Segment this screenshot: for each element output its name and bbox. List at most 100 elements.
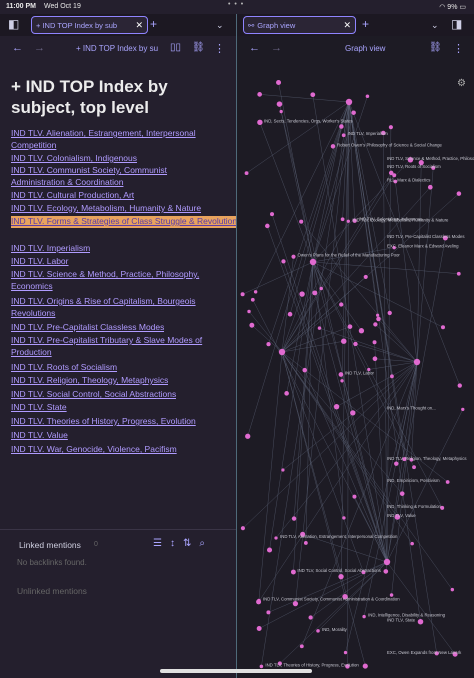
new-tab-left-icon[interactable]: + bbox=[150, 17, 158, 31]
graph-node[interactable] bbox=[257, 92, 262, 97]
graph-node[interactable] bbox=[389, 593, 394, 597]
more-options-icon[interactable]: ⋮ bbox=[453, 43, 464, 55]
graph-node[interactable] bbox=[330, 144, 336, 149]
graph-hub-node[interactable] bbox=[309, 258, 317, 266]
graph-node[interactable] bbox=[352, 494, 357, 499]
graph-node[interactable] bbox=[351, 110, 356, 115]
graph-node[interactable] bbox=[373, 322, 378, 327]
link-icon[interactable]: ⛓ bbox=[429, 42, 442, 53]
graph-node[interactable] bbox=[418, 160, 424, 166]
home-indicator[interactable] bbox=[160, 669, 312, 673]
graph-node[interactable] bbox=[250, 297, 255, 302]
graph-node[interactable] bbox=[410, 541, 414, 546]
unlinked-mentions-label[interactable]: Unlinked mentions bbox=[17, 586, 87, 596]
link-class-struggle[interactable]: IND TLV. Forms & Strategies of Class Str… bbox=[11, 216, 236, 228]
graph-node[interactable] bbox=[367, 367, 371, 372]
graph-node[interactable] bbox=[445, 480, 450, 484]
link-imperialism[interactable]: IND TLV. Imperialism bbox=[11, 243, 91, 253]
graph-node[interactable] bbox=[274, 536, 278, 540]
graph-node[interactable] bbox=[402, 457, 407, 462]
graph-node[interactable] bbox=[266, 610, 271, 615]
graph-node[interactable] bbox=[253, 290, 258, 294]
graph-node[interactable] bbox=[333, 404, 340, 410]
graph-node[interactable] bbox=[345, 664, 350, 669]
graph-node[interactable] bbox=[276, 80, 282, 86]
graph-node[interactable] bbox=[338, 372, 344, 377]
close-tab-icon[interactable]: ✕ bbox=[343, 19, 351, 30]
graph-node[interactable] bbox=[292, 601, 299, 607]
graph-node[interactable] bbox=[358, 328, 365, 334]
graph-settings-gear-icon[interactable]: ⚙ bbox=[457, 78, 466, 89]
graph-node[interactable] bbox=[299, 291, 305, 297]
link-labor[interactable]: IND TLV. Labor bbox=[11, 256, 69, 266]
graph-node[interactable] bbox=[291, 254, 296, 259]
graph-node[interactable] bbox=[352, 218, 357, 223]
graph-node[interactable] bbox=[383, 569, 389, 574]
back-arrow-icon[interactable]: ← bbox=[12, 42, 23, 54]
graph-node[interactable] bbox=[287, 311, 293, 317]
tab-graph[interactable]: ⚯ Graph view ✕ bbox=[243, 16, 356, 34]
link-theories-history[interactable]: IND TLV. Theories of History, Progress, … bbox=[11, 416, 196, 426]
link-war[interactable]: IND TLV. War, Genocide, Violence, Pacifi… bbox=[11, 444, 177, 454]
link-religion[interactable]: IND TLV. Religion, Theology, Metaphysics bbox=[11, 375, 169, 385]
expand-icon[interactable]: ↕ bbox=[169, 538, 183, 549]
graph-node[interactable] bbox=[265, 223, 270, 229]
link-colonialism[interactable]: IND TLV. Colonialism, Indigenous bbox=[11, 153, 137, 163]
more-options-icon[interactable]: ⋮ bbox=[214, 43, 225, 55]
graph-node[interactable] bbox=[341, 133, 346, 138]
linked-mentions-label[interactable]: Linked mentions bbox=[19, 540, 81, 550]
graph-node[interactable] bbox=[388, 170, 394, 176]
graph-node[interactable] bbox=[452, 651, 458, 657]
graph-node[interactable] bbox=[279, 109, 283, 114]
graph-node[interactable] bbox=[342, 516, 346, 520]
graph-node[interactable] bbox=[409, 457, 414, 462]
graph-node[interactable] bbox=[361, 570, 366, 575]
graph-node[interactable] bbox=[394, 514, 401, 520]
graph-hub-node[interactable] bbox=[383, 558, 391, 566]
graph-node[interactable] bbox=[456, 191, 462, 196]
pane-divider[interactable] bbox=[236, 14, 237, 678]
graph-node[interactable] bbox=[392, 173, 397, 178]
list-icon[interactable]: ☰ bbox=[153, 538, 170, 549]
graph-node[interactable] bbox=[299, 644, 304, 649]
graph-node[interactable] bbox=[365, 94, 370, 98]
graph-node[interactable] bbox=[347, 324, 353, 329]
graph-node[interactable] bbox=[319, 286, 323, 291]
graph-node[interactable] bbox=[338, 574, 344, 580]
graph-node[interactable] bbox=[456, 271, 461, 276]
link-alienation[interactable]: IND TLV. Alienation, Estrangement, Inter… bbox=[11, 128, 196, 150]
graph-node[interactable] bbox=[281, 468, 285, 472]
graph-node[interactable] bbox=[277, 661, 282, 666]
graph-node[interactable] bbox=[303, 541, 308, 545]
link-value[interactable]: IND TLV. Value bbox=[11, 430, 68, 440]
graph-node[interactable] bbox=[392, 245, 396, 250]
graph-node[interactable] bbox=[350, 410, 356, 416]
graph-node[interactable] bbox=[342, 593, 348, 600]
graph-node[interactable] bbox=[299, 219, 304, 224]
graph-node[interactable] bbox=[390, 374, 394, 379]
graph-node[interactable] bbox=[450, 587, 455, 592]
graph-node[interactable] bbox=[346, 219, 350, 223]
search-icon[interactable]: ⌕ bbox=[199, 538, 213, 549]
graph-node[interactable] bbox=[300, 531, 306, 537]
graph-node[interactable] bbox=[266, 341, 271, 347]
graph-node[interactable] bbox=[266, 547, 273, 553]
reading-mode-icon[interactable]: ▯▯ bbox=[170, 42, 182, 53]
graph-node[interactable] bbox=[284, 391, 289, 396]
tab-index[interactable]: + IND TOP Index by sub ✕ bbox=[31, 16, 148, 34]
graph-node[interactable] bbox=[341, 338, 347, 344]
right-sidebar-toggle-icon[interactable]: ◨ bbox=[451, 17, 463, 31]
close-tab-icon[interactable]: ✕ bbox=[135, 19, 143, 30]
graph-node[interactable] bbox=[440, 505, 445, 510]
graph-canvas[interactable]: IND TLV, Communist Society, Communist Ad… bbox=[237, 62, 474, 678]
graph-node[interactable] bbox=[240, 526, 245, 531]
graph-hub-node[interactable] bbox=[345, 98, 353, 106]
graph-node[interactable] bbox=[431, 165, 436, 170]
sidebar-toggle-icon[interactable]: ◧ bbox=[8, 17, 20, 31]
graph-node[interactable] bbox=[427, 184, 433, 190]
graph-node[interactable] bbox=[290, 569, 296, 575]
graph-node[interactable] bbox=[249, 322, 255, 328]
graph-node[interactable] bbox=[269, 212, 275, 217]
graph-node[interactable] bbox=[381, 130, 386, 136]
graph-hub-node[interactable] bbox=[278, 348, 286, 356]
